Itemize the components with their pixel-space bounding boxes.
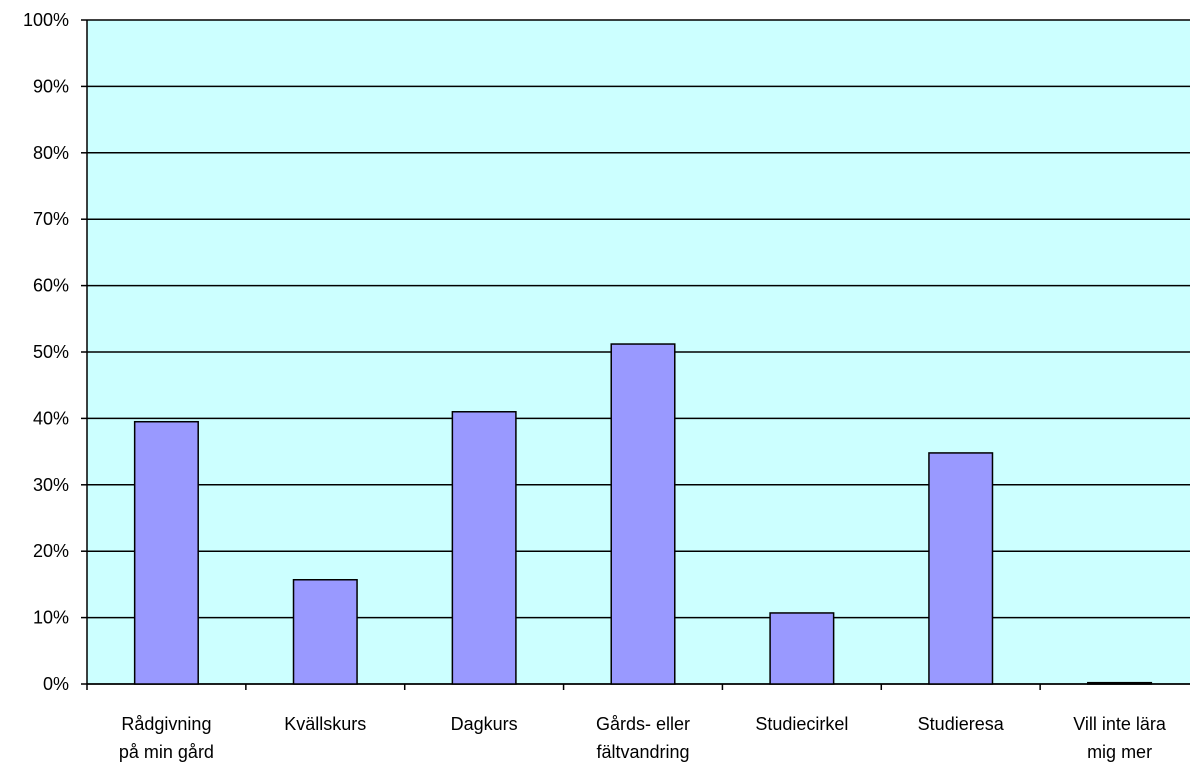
x-tick-label: Studieresa [918, 714, 1005, 734]
x-tick-label: Gårds- eller fältvandring [596, 714, 690, 762]
y-tick-label: 10% [33, 608, 69, 628]
y-tick-label: 100% [23, 10, 69, 30]
y-tick-label: 30% [33, 475, 69, 495]
y-tick-label: 70% [33, 209, 69, 229]
y-tick-label: 60% [33, 276, 69, 296]
y-tick-label: 90% [33, 76, 69, 96]
y-tick-label: 80% [33, 143, 69, 163]
y-tick-label: 40% [33, 408, 69, 428]
x-tick-label: Studiecirkel [755, 714, 848, 734]
bar [1087, 681, 1153, 685]
bar [928, 452, 994, 685]
x-tick-label: Vill inte lära mig mer [1073, 714, 1167, 762]
bar [610, 343, 676, 685]
x-tick-label: Rådgivning på min gård [119, 714, 214, 762]
bar [292, 579, 358, 685]
x-tick-label: Dagkurs [451, 714, 518, 734]
bar [133, 420, 199, 685]
bar [451, 411, 517, 685]
y-tick-label: 50% [33, 342, 69, 362]
y-tick-label: 0% [43, 674, 69, 694]
y-tick-label: 20% [33, 541, 69, 561]
bar [769, 612, 835, 685]
x-tick-label: Kvällskurs [284, 714, 366, 734]
